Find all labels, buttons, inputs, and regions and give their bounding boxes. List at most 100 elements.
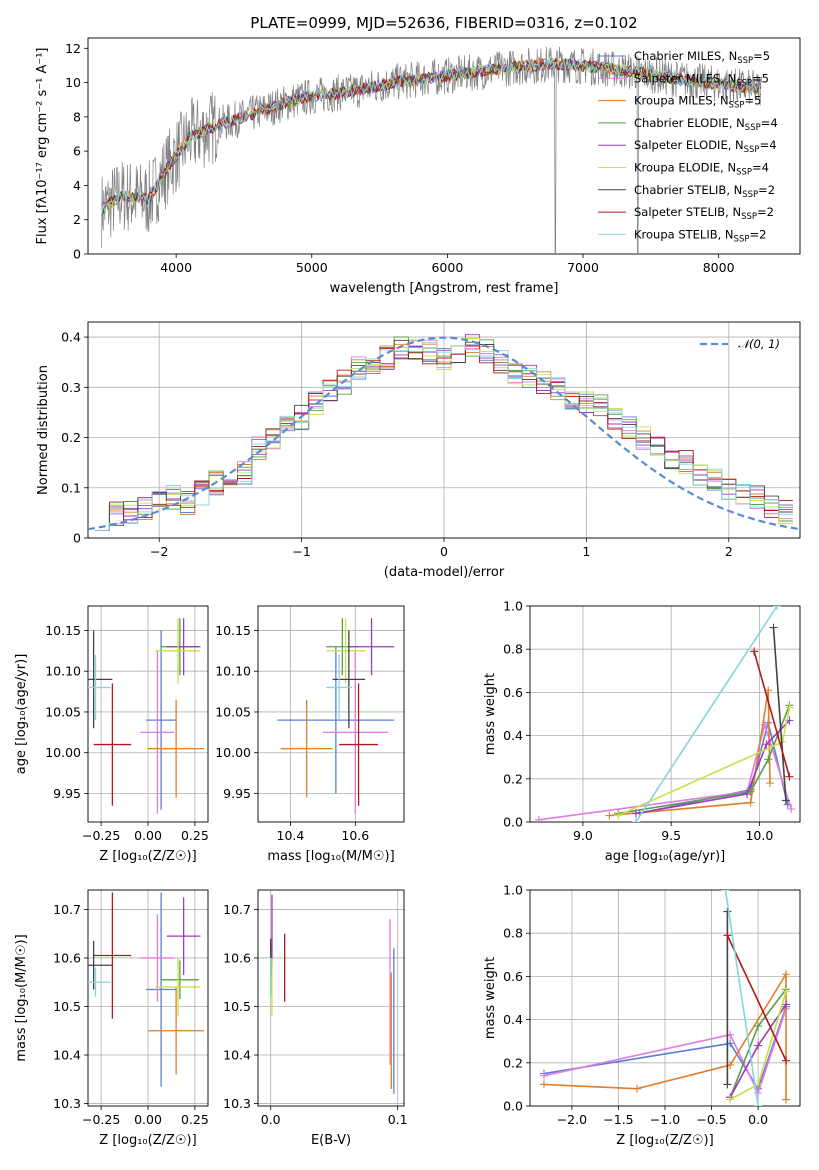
legend-label: Chabrier STELIB, NSSP=2 [634,183,775,200]
residual-histogram [95,339,793,531]
axes-frame [257,889,405,1107]
data-point-marker [723,907,732,916]
x-tick-label: −2 [150,544,168,559]
residual-histogram [95,345,793,531]
legend-label: Salpeter MILES, NSSP=5 [634,71,769,88]
x-tick-label: 2 [725,544,733,559]
data-point-marker [762,740,771,749]
data-point-marker [782,987,791,996]
y-axis-label: age [log₁₀(age/yr)] [14,654,29,775]
axes-frame [87,605,209,823]
legend-label: Kroupa MILES, NSSP=5 [634,94,761,111]
data-point-marker [723,931,732,940]
x-axis-label: Z [log₁₀(Z/Z☉)] [99,1133,196,1148]
y-tick-label: 10.05 [45,704,81,719]
legend-subscript: SSP [741,212,757,222]
residual-histogram [95,338,793,531]
legend-label-rest: =5 [753,49,770,63]
y-tick-label: 0.6 [503,969,523,984]
legend-subscript: SSP [736,78,752,88]
legend-subscript: SSP [742,190,758,200]
x-tick-label: 0 [440,544,448,559]
axes-frame [87,37,801,255]
legend-label: Chabrier ELODIE, NSSP=4 [634,116,778,133]
mass-weight-line [724,890,759,1106]
x-axis-label: mass [log₁₀(M/M☉)] [267,849,394,864]
y-tick-label: 0 [73,531,81,546]
y-axis-label: Normed distribution [36,365,51,495]
x-tick-label: −2.0 [557,1112,587,1127]
model-spectrum-line [101,57,762,216]
axes-frame [529,605,801,823]
residual-histogram [95,334,793,531]
x-tick-label: −0.25 [82,828,120,843]
y-tick-label: 8 [73,109,81,124]
data-point-marker [773,606,782,610]
x-tick-label: −0.5 [696,1112,726,1127]
residual-histogram [95,339,793,531]
mass-weight-line [543,1006,787,1091]
y-tick-label: 10.00 [215,745,251,760]
legend-label: Salpeter STELIB, NSSP=2 [634,205,774,222]
x-tick-label: 10.4 [277,828,305,843]
legend-label-rest: =2 [757,205,774,219]
legend-label-rest: =2 [749,227,766,241]
x-tick-label: 0.0 [261,1112,281,1127]
legend-subscript: SSP [734,234,750,244]
legend-subscript: SSP [737,56,753,66]
data-point-marker [721,890,730,894]
mass-weight-line [635,606,778,822]
y-tick-label: 10.15 [45,623,81,638]
y-tick-label: 10.6 [223,950,251,965]
y-tick-label: 9.95 [223,786,251,801]
legend-label-rest: =4 [752,161,769,175]
y-tick-label: 10.7 [223,902,251,917]
x-tick-label: 10.0 [745,828,773,843]
legend-label-rest: =4 [761,116,778,130]
x-axis-label: wavelength [Angstrom, rest frame] [330,281,559,296]
y-tick-label: 0.3 [61,380,81,395]
data-point-marker [631,818,640,822]
y-tick-label: 10.00 [45,745,81,760]
x-tick-label: 10.6 [341,828,369,843]
y-tick-label: 10.10 [215,664,251,679]
x-axis-label: Z [log₁₀(Z/Z☉)] [616,1133,713,1148]
data-point-marker [539,1071,548,1080]
y-tick-label: 0.4 [503,728,523,743]
legend-label-rest: =5 [744,94,761,108]
y-tick-label: 0.1 [61,480,81,495]
y-axis-label: mass [log₁₀(M/M☉)] [14,934,29,1061]
data-point-marker [785,772,794,781]
y-axis-label: mass weight [483,673,498,755]
x-tick-label: 0.0 [748,1112,768,1127]
data-point-marker [754,1041,763,1050]
y-tick-label: 10 [65,75,81,90]
data-point-marker [750,647,759,656]
mass-weight-line [635,719,790,815]
model-spectrum-line [101,58,762,216]
data-point-marker [787,805,796,814]
data-point-marker [726,1095,735,1104]
y-tick-label: 4 [73,178,81,193]
x-tick-label: −1 [292,544,310,559]
y-tick-label: 10.5 [223,999,251,1014]
x-tick-label: 5000 [296,260,328,275]
residual-histogram [95,343,793,531]
legend-label-rest: =4 [760,138,777,152]
data-point-marker [633,1084,642,1093]
mass-weight-line [538,721,792,821]
data-point-marker [754,1022,763,1031]
mass-weight-line [609,690,771,817]
y-tick-label: 10.4 [223,1048,251,1063]
data-point-marker [785,703,794,712]
y-tick-label: 10.15 [215,623,251,638]
data-point-marker [631,809,640,818]
data-point-marker [764,755,773,764]
data-point-marker [743,789,752,798]
x-tick-label: −1.5 [603,1112,633,1127]
x-tick-label: 8000 [703,260,735,275]
y-tick-label: 12 [65,41,81,56]
y-tick-label: 1.0 [503,883,523,898]
axes-frame [87,321,801,539]
